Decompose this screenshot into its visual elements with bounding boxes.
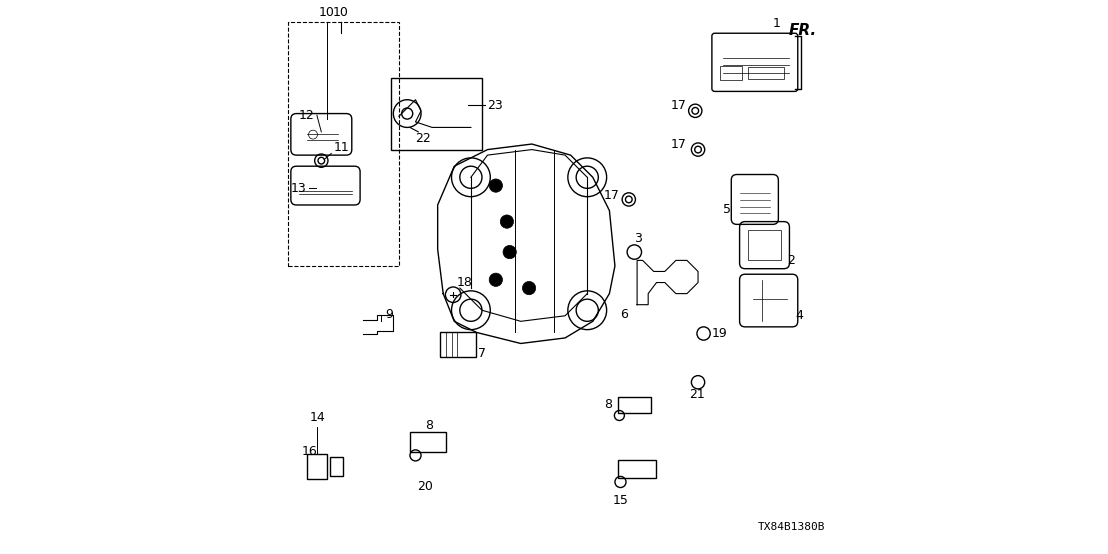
Bar [618, 397, 652, 413]
Text: 9: 9 [386, 307, 393, 321]
Text: 6: 6 [620, 308, 628, 321]
Text: 14: 14 [309, 411, 326, 424]
Circle shape [500, 215, 514, 228]
Bar [288, 22, 399, 266]
Text: 2: 2 [787, 254, 794, 267]
Bar [748, 67, 784, 79]
Text: 12: 12 [299, 109, 315, 122]
Text: 3: 3 [634, 232, 643, 245]
Text: 15: 15 [613, 494, 628, 507]
Text: 21: 21 [689, 388, 705, 401]
Bar [390, 78, 482, 150]
Text: 23: 23 [488, 99, 503, 112]
Bar [440, 332, 476, 357]
Text: 22: 22 [416, 132, 431, 145]
Text: 13: 13 [290, 182, 306, 195]
Circle shape [490, 179, 503, 192]
Text: 20: 20 [418, 480, 433, 493]
Text: 17: 17 [604, 188, 619, 202]
Bar [410, 432, 445, 452]
Text: FR.: FR. [789, 23, 818, 38]
Text: 8: 8 [425, 419, 433, 432]
Text: 16: 16 [301, 445, 318, 458]
Bar [618, 460, 657, 478]
Bar [748, 230, 781, 260]
Text: 18: 18 [458, 276, 473, 289]
Bar [308, 454, 327, 479]
Text: 4: 4 [796, 309, 803, 322]
Bar [330, 457, 343, 476]
Text: 17: 17 [671, 99, 687, 112]
Bar [720, 66, 742, 80]
Text: 1: 1 [773, 18, 781, 30]
Text: 8: 8 [604, 398, 613, 411]
Text: 11: 11 [335, 141, 350, 155]
Text: 10: 10 [319, 7, 335, 19]
Text: 5: 5 [724, 203, 731, 216]
Circle shape [490, 273, 503, 286]
Text: 10: 10 [332, 7, 349, 19]
Text: 7: 7 [479, 347, 486, 360]
Text: 19: 19 [712, 327, 728, 340]
Text: TX84B1380B: TX84B1380B [758, 522, 825, 532]
Circle shape [503, 245, 516, 259]
Circle shape [523, 281, 536, 295]
Text: 17: 17 [671, 137, 687, 151]
